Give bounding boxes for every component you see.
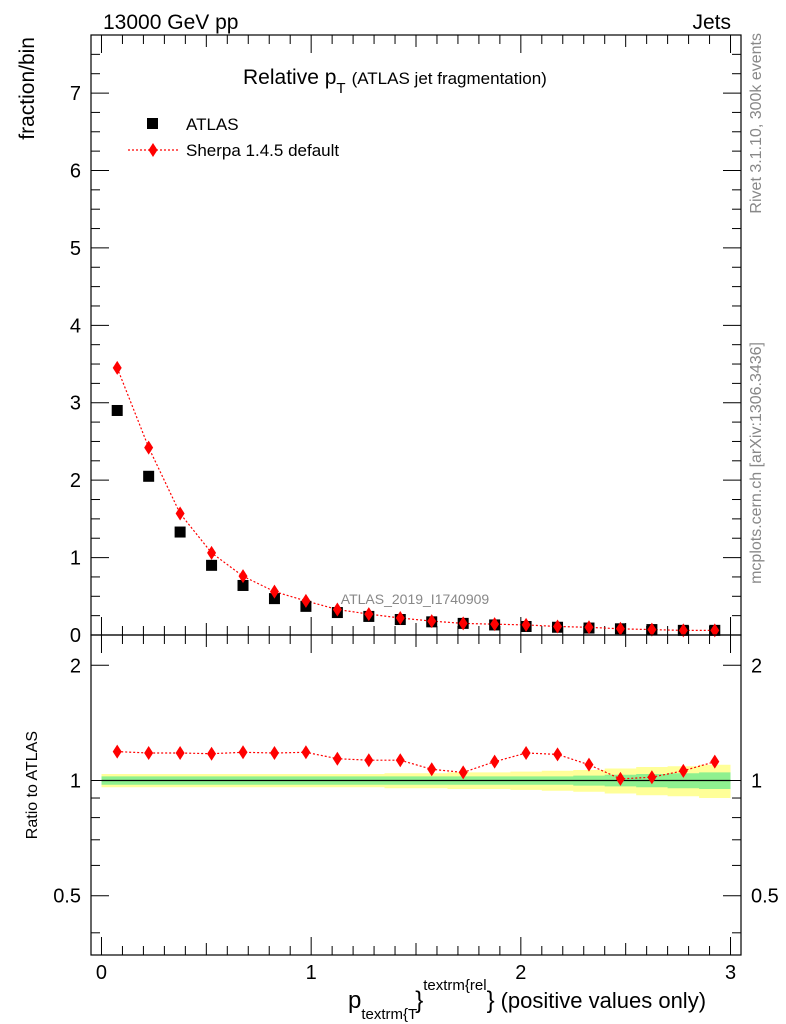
ratio-axis-ticks: [91, 635, 741, 955]
sherpa-point: [238, 569, 248, 584]
x-axis-title-close: }: [487, 987, 495, 1014]
sherpa-point: [521, 617, 531, 632]
ratio-y-tick-label-right: 1: [751, 771, 762, 793]
sherpa-point: [144, 440, 154, 455]
sherpa-ratio-point: [584, 757, 594, 772]
x-axis-title-sup: textrm{rel: [423, 977, 486, 994]
sherpa-ratio-line: [117, 751, 715, 780]
analysis-watermark: ATLAS_2019_I1740909: [341, 591, 490, 607]
atlas-point: [206, 559, 218, 571]
legend-sherpa-label: Sherpa 1.4.5 default: [186, 141, 339, 160]
x-axis-title-brace: }: [415, 987, 423, 1014]
atlas-point: [174, 526, 186, 538]
main-y-tick-label: 6: [70, 160, 81, 182]
sherpa-ratio-point: [269, 746, 279, 761]
x-tick-label: 2: [515, 962, 526, 984]
plot-title: Relative pT (ATLAS jet fragmentation): [243, 66, 547, 97]
main-y-tick-label: 2: [70, 470, 81, 492]
sherpa-ratio-point: [490, 754, 500, 769]
x-tick-label: 3: [725, 962, 736, 984]
sherpa-point: [269, 584, 279, 599]
ratio-data-points: [112, 744, 720, 786]
legend-atlas-marker: [147, 118, 158, 129]
main-plot: 0 1 2 3 4 5 6 7: [70, 34, 742, 647]
rivet-version-label: Rivet 3.1.10, 300k events: [748, 33, 765, 214]
ratio-y-tick-labels: 0.5 0.5 1 1 2 2: [53, 655, 779, 907]
sherpa-point: [175, 506, 185, 521]
main-y-tick-label: 7: [70, 83, 81, 105]
x-axis-title: ptextrm{T}textrm{rel} (positive values on…: [348, 977, 706, 1023]
sherpa-point: [458, 616, 468, 631]
sherpa-point: [678, 623, 688, 638]
main-y-tick-label: 3: [70, 393, 81, 415]
sherpa-ratio-point: [238, 745, 248, 760]
sherpa-point: [490, 617, 500, 632]
x-axis-title-sub: textrm{T: [361, 1006, 417, 1023]
sherpa-ratio-point: [458, 765, 468, 780]
sherpa-point: [553, 619, 563, 634]
ratio-y-tick-label-left: 1: [70, 771, 81, 793]
sherpa-ratio-point: [427, 762, 437, 777]
header-left: 13000 GeV pp: [103, 11, 238, 34]
sherpa-ratio-point: [647, 770, 657, 785]
sherpa-point: [301, 593, 311, 608]
sherpa-ratio-point: [553, 747, 563, 762]
ratio-y-tick-label-left: 2: [70, 655, 81, 677]
ratio-plot: 0.5 0.5 1 1 2 2: [53, 634, 779, 956]
sherpa-point: [364, 607, 374, 622]
sherpa-ratio-point: [615, 771, 625, 786]
atlas-point: [143, 470, 155, 482]
x-axis-title-main: p: [348, 987, 361, 1014]
main-y-tick-labels: 0 1 2 3 4 5 6 7: [70, 83, 81, 647]
sherpa-point: [427, 614, 437, 629]
sherpa-ratio-point: [710, 754, 720, 769]
main-y-tick-label: 0: [70, 625, 81, 647]
x-tick-label: 1: [306, 962, 317, 984]
header-right: Jets: [692, 11, 731, 34]
sherpa-ratio-point: [395, 753, 405, 768]
main-y-tick-label: 5: [70, 238, 81, 260]
sherpa-ratio-point: [332, 751, 342, 766]
mcplots-credit-label: mcplots.cern.ch [arXiv:1306.3436]: [748, 342, 765, 584]
sherpa-point: [112, 360, 122, 375]
plot-title-suffix: (ATLAS jet fragmentation): [352, 69, 547, 88]
plot-title-main: Relative p: [243, 66, 336, 89]
sherpa-ratio-point: [301, 745, 311, 760]
main-axis-ticks: [91, 34, 741, 636]
ratio-y-tick-label-right: 2: [751, 655, 762, 677]
ratio-y-tick-label-right: 0.5: [751, 886, 779, 908]
sherpa-ratio-point: [112, 744, 122, 759]
main-y-tick-label: 4: [70, 315, 81, 337]
sherpa-ratio-point: [144, 746, 154, 761]
sherpa-point: [615, 621, 625, 636]
legend-sherpa-marker: [148, 143, 158, 157]
sherpa-ratio-point: [521, 746, 531, 761]
ratio-uncertainty-bands: [101, 764, 731, 798]
plot-title-sub: T: [336, 80, 345, 97]
atlas-point: [237, 579, 249, 591]
sherpa-point: [207, 545, 217, 560]
sherpa-ratio-point: [175, 746, 185, 761]
sherpa-point: [332, 602, 342, 617]
main-data-points: [111, 360, 721, 638]
sherpa-ratio-point: [364, 753, 374, 768]
main-y-tick-label: 1: [70, 548, 81, 570]
ratio-y-tick-label-left: 0.5: [53, 886, 81, 908]
ratio-y-axis-title: Ratio to ATLAS: [24, 731, 41, 839]
x-tick-label: 0: [96, 962, 107, 984]
sherpa-point: [395, 610, 405, 625]
sherpa-point: [710, 623, 720, 638]
sherpa-ratio-point: [678, 763, 688, 778]
x-tick-labels: 0 1 2 3: [96, 962, 736, 984]
main-y-axis-title: fraction/bin: [16, 37, 39, 140]
sherpa-ratio-point: [207, 746, 217, 761]
x-axis-title-suffix: (positive values only): [501, 988, 706, 1013]
sherpa-point: [647, 622, 657, 637]
atlas-point: [111, 404, 123, 416]
legend-atlas-label: ATLAS: [186, 115, 239, 134]
sherpa-point: [584, 620, 594, 635]
